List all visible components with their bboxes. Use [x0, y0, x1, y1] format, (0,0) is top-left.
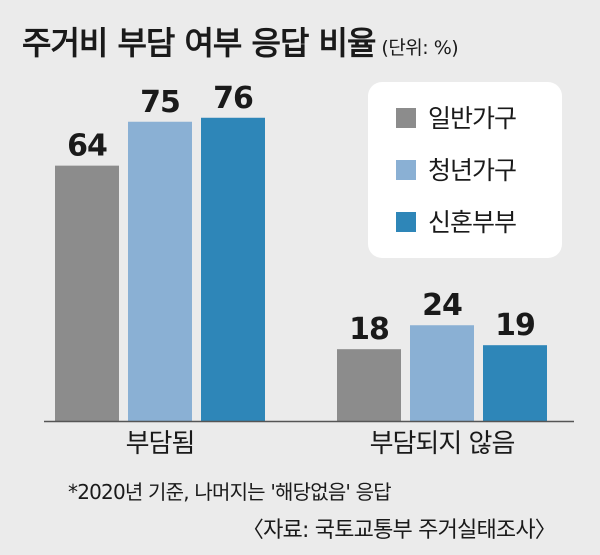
value-label-1-1: 64 — [67, 129, 107, 164]
legend-label-2: 청년가구 — [428, 156, 516, 185]
chart-title: 주거비 부담 여부 응답 비율 (단위: %) — [22, 18, 459, 64]
value-label-2-3: 19 — [495, 308, 535, 343]
legend-swatch-1 — [396, 108, 416, 128]
unit-label: (단위: %) — [381, 37, 459, 59]
value-label-2-1: 18 — [349, 312, 389, 347]
chart-title-text: 주거비 부담 여부 응답 비율 — [22, 24, 376, 62]
category-label-2: 부담되지 않음 — [370, 429, 515, 459]
footnote: *2020년 기준, 나머지는 '해당없음' 응답 — [68, 480, 392, 504]
bar-2-3 — [483, 345, 547, 421]
value-label-1-2: 75 — [140, 85, 180, 120]
source-note: 〈자료: 국토교통부 주거실태조사〉 — [241, 518, 557, 543]
bar-1-1 — [55, 165, 119, 421]
bar-1-3 — [201, 117, 265, 421]
bar-2-2 — [410, 325, 474, 421]
legend-label-1: 일반가구 — [428, 104, 516, 133]
legend-swatch-2 — [396, 160, 416, 180]
bar-1-2 — [128, 121, 192, 421]
category-label-1: 부담됨 — [126, 429, 195, 459]
value-label-1-3: 76 — [213, 81, 253, 116]
legend-label-3: 신혼부부 — [428, 208, 516, 237]
legend-box — [368, 82, 562, 258]
bar-2-1 — [337, 349, 401, 421]
legend-swatch-3 — [396, 212, 416, 232]
value-label-2-2: 24 — [422, 288, 462, 323]
